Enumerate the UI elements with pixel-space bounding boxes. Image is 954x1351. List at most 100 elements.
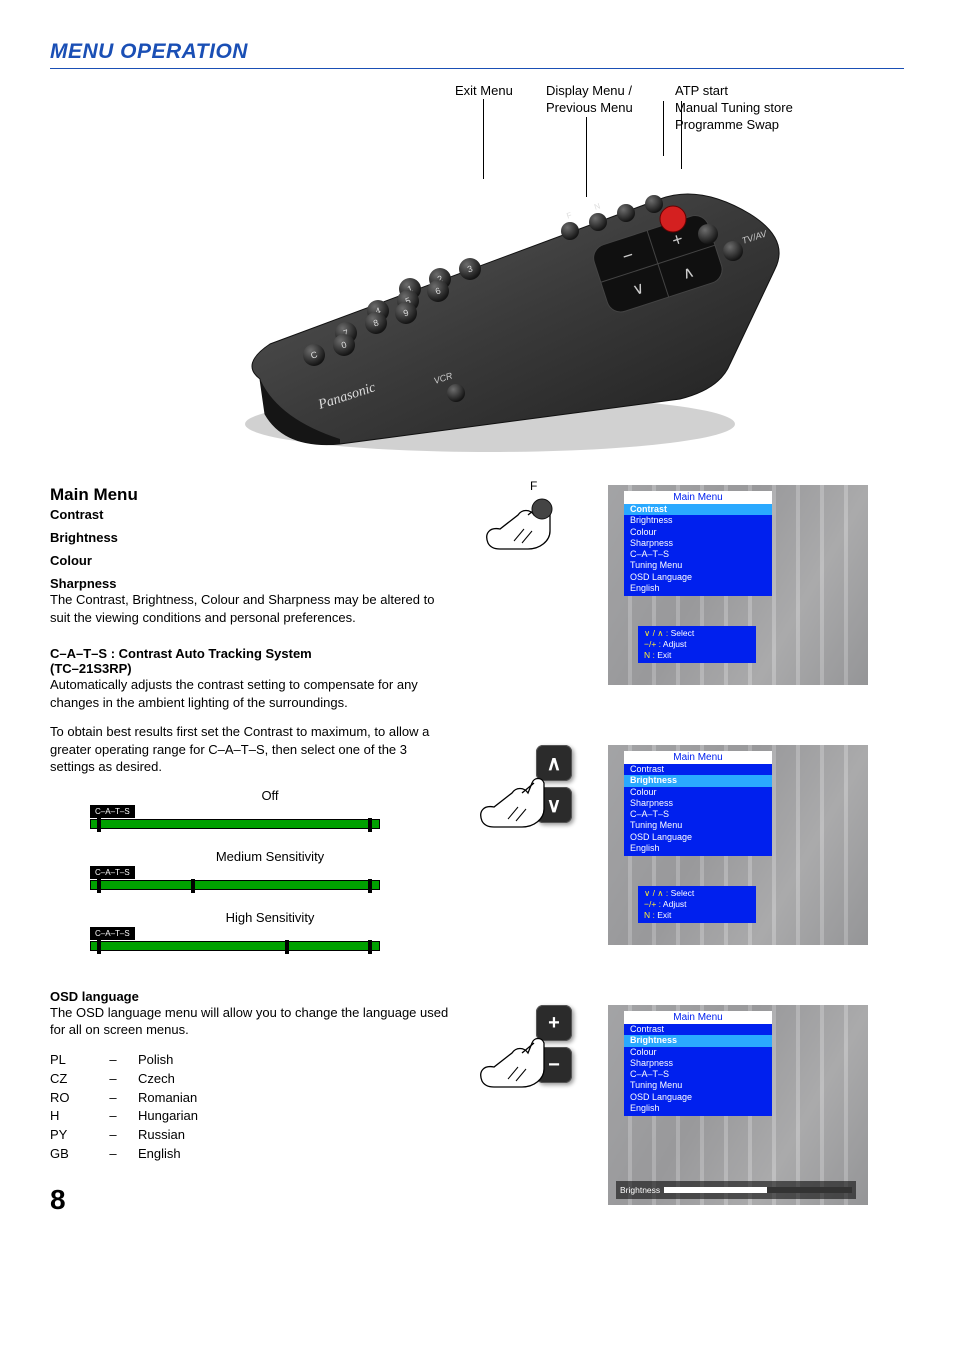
osd-item: Tuning Menu: [624, 1080, 772, 1091]
tv-screen-1: Main MenuContrastBrightnessColourSharpne…: [608, 485, 868, 685]
osd-item: Sharpness: [624, 1058, 772, 1069]
osd-title: Main Menu: [624, 1011, 772, 1024]
osd-description: The OSD language menu will allow you to …: [50, 1004, 450, 1039]
language-row: RO–Romanian: [50, 1089, 450, 1108]
osd-menu: Main MenuContrastBrightnessColourSharpne…: [624, 491, 772, 596]
osd-item: C–A–T–S: [624, 549, 772, 560]
osd-item: Contrast: [624, 764, 772, 775]
cats-bar-row: Medium Sensitivity C–A–T–S: [50, 849, 450, 892]
cats-track: [90, 819, 380, 829]
language-name: Hungarian: [138, 1107, 198, 1126]
callout-display-menu-l1: Display Menu /: [546, 83, 633, 100]
hand-press-arrows-icon: [474, 763, 584, 833]
osd-help-2: ∨ / ∧ : Select −/+ : Adjust N : Exit: [638, 886, 756, 923]
language-row: PY–Russian: [50, 1126, 450, 1145]
language-name: Polish: [138, 1051, 173, 1070]
language-code: PL: [50, 1051, 88, 1070]
svg-text:N: N: [593, 201, 601, 211]
section-title: MENU OPERATION: [50, 40, 904, 69]
osd-item: Brightness: [624, 775, 772, 786]
callout-display-menu-l2: Previous Menu: [546, 100, 633, 117]
osd-item: Colour: [624, 787, 772, 798]
cats-heading-l2: (TC–21S3RP): [50, 661, 450, 676]
cats-heading-l1: C–A–T–S : Contrast Auto Tracking System: [50, 646, 450, 661]
main-menu-heading: Main Menu: [50, 485, 450, 505]
cats-label-tab: C–A–T–S: [90, 927, 135, 940]
cats-track: [90, 941, 380, 951]
f-button-label: F: [530, 479, 537, 493]
remote-illustration: Panasonic − + ∨ ∧ FN 123456789C0 TV/AV V…: [230, 189, 790, 469]
remote-diagram: Exit Menu Display Menu / Previous Menu A…: [180, 79, 904, 479]
osd-item: OSD Language: [624, 1092, 772, 1103]
callout-atp-l3: Programme Swap: [675, 117, 793, 134]
language-row: GB–English: [50, 1145, 450, 1164]
language-code: GB: [50, 1145, 88, 1164]
brightness-strip: Brightness: [616, 1181, 856, 1199]
cats-bar-caption: High Sensitivity: [90, 910, 450, 925]
osd-item: OSD Language: [624, 832, 772, 843]
language-table: PL–PolishCZ–CzechRO–RomanianH–HungarianP…: [50, 1051, 450, 1164]
osd-item: Tuning Menu: [624, 560, 772, 571]
language-name: English: [138, 1145, 181, 1164]
callout-display-menu: Display Menu / Previous Menu: [546, 83, 633, 117]
callout-exit-menu: Exit Menu: [455, 83, 513, 100]
cats-p2: To obtain best results first set the Con…: [50, 723, 450, 776]
osd-item: English: [624, 843, 772, 854]
illustration-pair-3: + − Main MenuContrastBrightnessColourSha…: [480, 1005, 904, 1205]
osd-item: Sharpness: [624, 538, 772, 549]
cats-bars-group: OffC–A–T–SMedium SensitivityC–A–T–SHigh …: [50, 788, 450, 953]
hand-press-f-icon: [480, 485, 590, 575]
language-code: H: [50, 1107, 88, 1126]
cats-bar-caption: Off: [90, 788, 450, 803]
osd-item: C–A–T–S: [624, 1069, 772, 1080]
illustration-pair-1: F Main MenuContrastBrightnessColourSharp…: [480, 485, 904, 685]
tv-screen-2: Main MenuContrastBrightnessColourSharpne…: [608, 745, 868, 945]
tv-screen-3: Main MenuContrastBrightnessColourSharpne…: [608, 1005, 868, 1205]
language-code: CZ: [50, 1070, 88, 1089]
language-row: H–Hungarian: [50, 1107, 450, 1126]
cats-label-tab: C–A–T–S: [90, 866, 135, 879]
osd-item: Tuning Menu: [624, 820, 772, 831]
osd-item: OSD Language: [624, 572, 772, 583]
item-sharpness: Sharpness: [50, 576, 450, 591]
osd-menu: Main MenuContrastBrightnessColourSharpne…: [624, 1011, 772, 1116]
cats-track: [90, 880, 380, 890]
cats-label-tab: C–A–T–S: [90, 805, 135, 818]
language-name: Romanian: [138, 1089, 197, 1108]
svg-text:F: F: [566, 211, 574, 221]
language-code: RO: [50, 1089, 88, 1108]
item-brightness: Brightness: [50, 530, 450, 545]
cats-bar-row: High Sensitivity C–A–T–S: [50, 910, 450, 953]
osd-menu: Main MenuContrastBrightnessColourSharpne…: [624, 751, 772, 856]
osd-item: C–A–T–S: [624, 809, 772, 820]
hand-press-plusminus-icon: [474, 1023, 584, 1093]
callout-atp: ATP start Manual Tuning store Programme …: [675, 83, 793, 134]
language-row: PL–Polish: [50, 1051, 450, 1070]
language-name: Czech: [138, 1070, 175, 1089]
cats-bar-row: Off C–A–T–S: [50, 788, 450, 831]
language-name: Russian: [138, 1126, 185, 1145]
osd-title: Main Menu: [624, 751, 772, 764]
illustration-pair-2: ∧ ∨ Main MenuContrastBrightnessColourSha…: [480, 745, 904, 945]
page-number: 8: [50, 1184, 450, 1216]
osd-item: English: [624, 1103, 772, 1114]
language-code: PY: [50, 1126, 88, 1145]
osd-title: Main Menu: [624, 491, 772, 504]
cats-p1: Automatically adjusts the contrast setti…: [50, 676, 450, 711]
osd-help-1: ∨ / ∧ : Select −/+ : Adjust N : Exit: [638, 626, 756, 663]
cats-bar-caption: Medium Sensitivity: [90, 849, 450, 864]
osd-item: English: [624, 583, 772, 594]
osd-item: Brightness: [624, 1035, 772, 1046]
osd-heading: OSD language: [50, 989, 450, 1004]
osd-item: Brightness: [624, 515, 772, 526]
language-row: CZ–Czech: [50, 1070, 450, 1089]
osd-item: Colour: [624, 1047, 772, 1058]
item-contrast: Contrast: [50, 507, 450, 522]
callout-atp-l1: ATP start: [675, 83, 793, 100]
osd-item: Contrast: [624, 504, 772, 515]
item-colour: Colour: [50, 553, 450, 568]
osd-item: Contrast: [624, 1024, 772, 1035]
callout-atp-l2: Manual Tuning store: [675, 100, 793, 117]
sharpness-description: The Contrast, Brightness, Colour and Sha…: [50, 591, 450, 626]
osd-item: Sharpness: [624, 798, 772, 809]
